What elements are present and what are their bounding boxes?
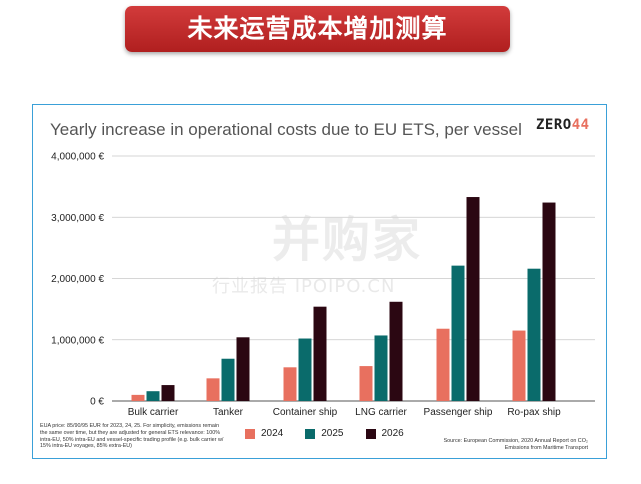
bar-2024 xyxy=(436,328,450,401)
bar-2025 xyxy=(451,265,465,401)
legend-label-2024: 2024 xyxy=(261,428,284,439)
y-tick-label: 4,000,000 € xyxy=(51,152,104,163)
legend-item-2024: 2024 xyxy=(245,428,283,439)
legend-label-2025: 2025 xyxy=(321,428,344,439)
legend-swatch-2026 xyxy=(365,428,376,439)
bar-2025 xyxy=(374,335,388,401)
bar-2026 xyxy=(389,301,403,401)
bar-2024 xyxy=(359,366,373,401)
x-category-label: Bulk carrier xyxy=(128,407,179,418)
logo-accent: 44 xyxy=(571,117,590,133)
y-axis-ticks: 0 € 1,000,000 € 2,000,000 € 3,000,000 € 4,00… xyxy=(51,152,104,408)
bar-2026 xyxy=(161,385,175,401)
legend-label-2026: 2026 xyxy=(381,428,404,439)
legend-item-2025: 2025 xyxy=(305,428,344,439)
y-tick-label: 0 € xyxy=(90,397,104,408)
logo-main: ZERO xyxy=(536,117,572,133)
bar-2024 xyxy=(131,394,145,401)
x-category-label: Container ship xyxy=(273,407,338,418)
bar-2026 xyxy=(466,197,480,401)
source-note: Source: European Commission, 2020 Annual… xyxy=(443,438,588,451)
assumptions-note: EUA price: 85/90/95 EUR for 2023, 24, 25… xyxy=(40,423,224,450)
x-category-label: Ro-pax ship xyxy=(507,407,561,418)
chart-legend: 2024 2025 2026 xyxy=(245,428,404,439)
legend-swatch-2024 xyxy=(245,428,255,439)
bar-2024 xyxy=(512,330,526,401)
y-tick-label: 1,000,000 € xyxy=(51,335,104,346)
y-tick-label: 2,000,000 € xyxy=(51,274,104,285)
legend-item-2026: 2026 xyxy=(365,428,404,439)
bar-2025 xyxy=(146,391,160,401)
x-category-label: Passenger ship xyxy=(424,407,493,418)
x-axis-categories: Bulk carrier Tanker Container ship LNG carr… xyxy=(128,407,561,418)
bar-2024 xyxy=(206,378,220,401)
zero44-logo: ZERO44 xyxy=(536,117,590,133)
x-category-label: Tanker xyxy=(213,407,244,418)
chart-title: Yearly increase in operational costs due… xyxy=(50,120,522,139)
bar-2026 xyxy=(236,337,250,401)
x-category-label: LNG carrier xyxy=(355,407,407,418)
bar-2024 xyxy=(283,367,297,401)
bar-2026 xyxy=(313,306,327,401)
bar-2025 xyxy=(527,268,541,401)
legend-swatch-2025 xyxy=(305,428,316,439)
bar-2026 xyxy=(542,202,556,401)
bar-2025 xyxy=(221,358,235,401)
page-banner-title: 未来运营成本增加测算 xyxy=(125,6,510,52)
bars xyxy=(131,197,556,401)
y-tick-label: 3,000,000 € xyxy=(51,213,104,224)
bar-2025 xyxy=(298,338,312,401)
